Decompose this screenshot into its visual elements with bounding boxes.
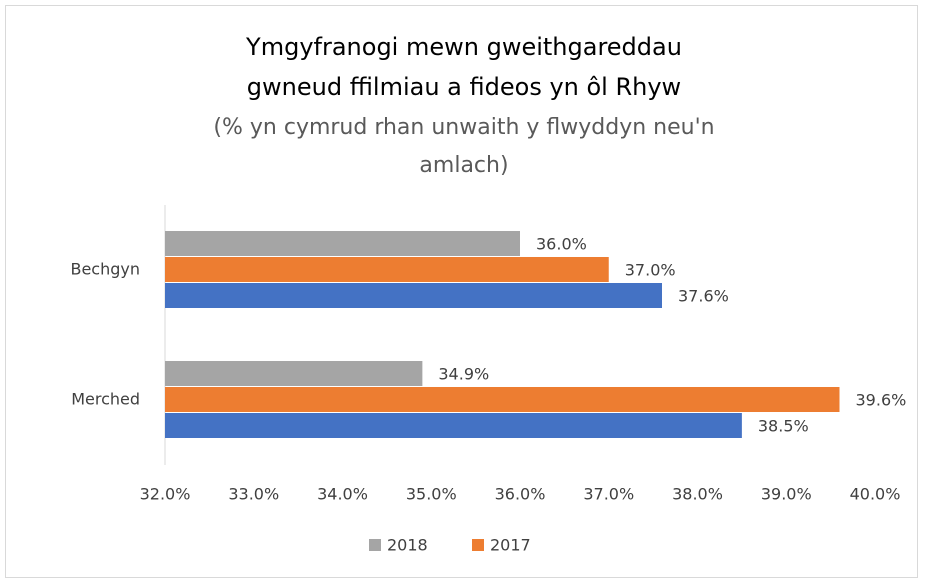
- legend-label: 2017: [490, 536, 531, 555]
- bar: [165, 413, 742, 438]
- x-tick-label: 39.0%: [761, 485, 812, 504]
- x-tick-label: 37.0%: [583, 485, 634, 504]
- data-label: 37.0%: [625, 261, 676, 280]
- x-tick-label: 34.0%: [317, 485, 368, 504]
- y-tick-label: Merched: [71, 390, 140, 409]
- x-tick-label: 36.0%: [495, 485, 546, 504]
- bar: [165, 283, 662, 308]
- chart-title: Ymgyfranogi mewn gweithgareddau: [245, 33, 682, 61]
- data-label: 34.9%: [438, 365, 489, 384]
- data-label: 39.6%: [856, 391, 907, 410]
- data-label: 37.6%: [678, 287, 729, 306]
- chart-subtitle: amlach): [419, 153, 508, 178]
- x-tick-label: 32.0%: [140, 485, 191, 504]
- bar: [165, 361, 423, 386]
- y-tick-label: Bechgyn: [70, 260, 140, 279]
- chart-title: gwneud ffilmiau a fideos yn ôl Rhyw: [247, 73, 681, 101]
- data-label: 38.5%: [758, 417, 809, 436]
- legend-swatch: [472, 539, 484, 551]
- legend-label: 2018: [387, 536, 428, 555]
- x-tick-label: 38.0%: [672, 485, 723, 504]
- legend-swatch: [369, 539, 381, 551]
- x-tick-label: 35.0%: [406, 485, 457, 504]
- chart-subtitle: (% yn cymrud rhan unwaith y flwyddyn neu…: [213, 115, 714, 140]
- x-tick-label: 33.0%: [228, 485, 279, 504]
- bar: [165, 231, 520, 256]
- x-tick-label: 40.0%: [850, 485, 901, 504]
- bar: [165, 257, 609, 282]
- bar: [165, 387, 840, 412]
- data-label: 36.0%: [536, 235, 587, 254]
